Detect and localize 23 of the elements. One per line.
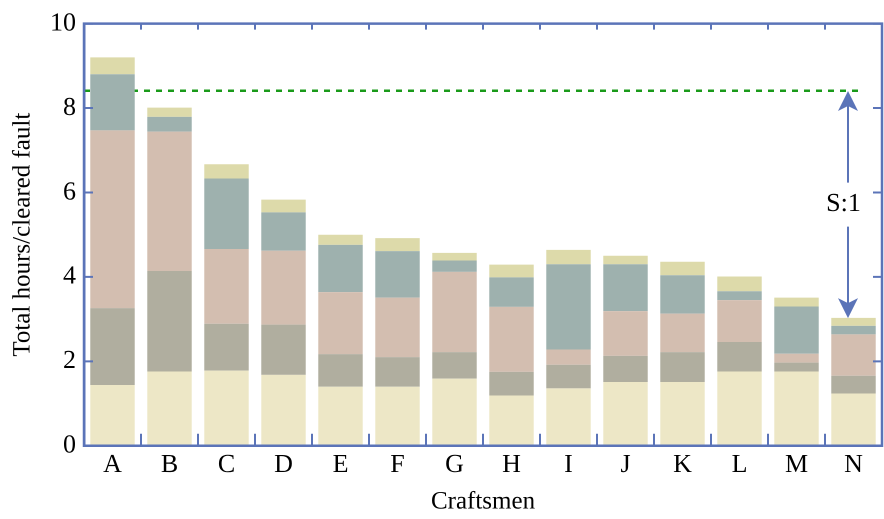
x-tick-label: B — [160, 449, 178, 478]
x-tick-label: M — [784, 449, 808, 478]
x-tick-label: K — [673, 449, 692, 478]
x-tick-label: L — [732, 449, 748, 478]
x-tick-label: F — [390, 449, 405, 478]
x-tick-label: H — [502, 449, 522, 478]
x-tick-label: N — [844, 449, 864, 478]
x-tick-label: E — [332, 449, 348, 478]
y-tick-label: 10 — [50, 7, 76, 36]
annotation: S:1 — [826, 188, 861, 218]
y-tick-label: 0 — [63, 430, 76, 459]
y-tick-label: 8 — [63, 92, 76, 121]
x-axis-title: Craftsmen — [430, 488, 536, 515]
x-tick-label: J — [620, 449, 631, 478]
x-tick-label: C — [218, 449, 236, 478]
y-tick-label: 2 — [63, 345, 76, 374]
y-tick-label: 6 — [63, 176, 76, 206]
y-tick-label: 4 — [63, 260, 76, 290]
x-tick-label: D — [274, 449, 293, 478]
x-tick-label: A — [103, 449, 122, 478]
y-axis-title: Total hours/cleared fault — [8, 112, 36, 357]
x-tick-label: I — [564, 449, 573, 478]
x-tick-label: G — [445, 449, 464, 478]
